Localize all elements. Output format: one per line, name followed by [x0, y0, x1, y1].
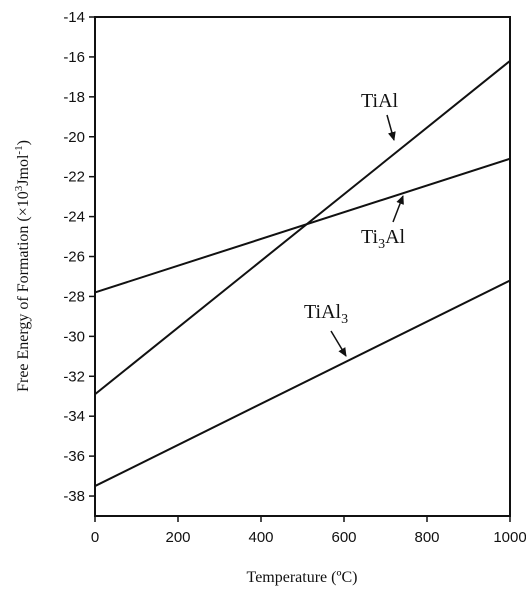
x-tick-label: 600 — [331, 529, 356, 546]
arrow-ti3al — [392, 195, 404, 223]
y-tick-label: -18 — [63, 89, 85, 106]
series-line-ti3al — [94, 157, 511, 294]
x-tick-label: 0 — [91, 529, 99, 546]
y-tick-label: -16 — [63, 49, 85, 66]
plot-frame — [94, 16, 511, 517]
x-axis-title: Temperature (ºC) — [247, 569, 358, 586]
label-subscript: 3 — [341, 312, 348, 327]
y-tick-label: -28 — [63, 288, 85, 305]
label-base: TiAl — [361, 90, 399, 112]
arrow-tial — [386, 114, 396, 141]
y-tick-label: -24 — [63, 209, 85, 226]
arrow-tial3 — [330, 330, 347, 357]
series-lines — [94, 60, 511, 487]
x-tick-label: 1000 — [493, 529, 526, 546]
label-base: TiAl — [304, 301, 342, 323]
ticks-layer: 0 200 400 600 800 1000 -38 -36 -34 -32 -30 -28 -26 -2… — [63, 9, 526, 546]
y-tick-label: -20 — [63, 129, 85, 146]
y-tick-label: -30 — [63, 328, 85, 345]
svg-text:TiAl: TiAl — [361, 90, 399, 112]
y-tick-label: -38 — [63, 488, 85, 505]
series-line-tial — [94, 60, 511, 396]
label-subscript: 3 — [378, 237, 385, 252]
y-tick-label: -22 — [63, 169, 85, 186]
y-tick-label: -14 — [63, 9, 85, 26]
label-base: Ti — [361, 226, 379, 248]
y-tick-label: -32 — [63, 368, 85, 385]
x-tick-label: 200 — [165, 529, 190, 546]
svg-text:Ti3Al: Ti3Al — [361, 226, 406, 252]
x-tick-label: 800 — [414, 529, 439, 546]
series-line-tial3 — [94, 279, 511, 487]
series-label-ti3al: Ti3Al — [361, 195, 406, 252]
label-tail: Al — [385, 226, 405, 248]
y-axis-title: Free Energy of Formation (×103Jmol-1) — [13, 140, 32, 392]
y-tick-label: -34 — [63, 408, 85, 425]
y-tick-label: -36 — [63, 448, 85, 465]
series-label-tial3: TiAl3 — [304, 301, 348, 357]
series-label-tial: TiAl — [361, 90, 399, 141]
svg-text:TiAl3: TiAl3 — [304, 301, 348, 327]
x-tick-label: 400 — [248, 529, 273, 546]
y-tick-label: -26 — [63, 249, 85, 266]
